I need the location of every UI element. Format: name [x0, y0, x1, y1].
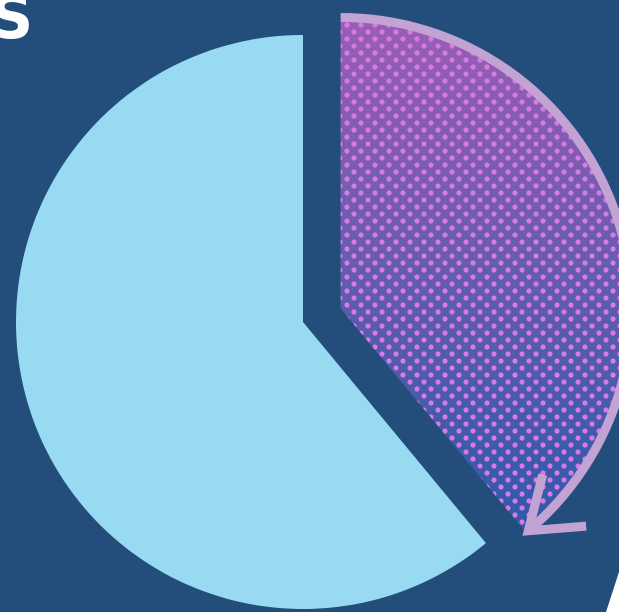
pie-slice-1	[16, 35, 486, 609]
pie-slice-2-dot-texture	[340, 21, 619, 530]
annotation-layer	[340, 12, 619, 536]
annotation-arrow-head	[522, 473, 587, 536]
bottom-right-corner-shape	[606, 572, 619, 612]
annotation-arrow-arc	[340, 12, 619, 535]
edge-text-top-left: S	[0, 0, 33, 53]
pie-slices	[16, 21, 619, 609]
